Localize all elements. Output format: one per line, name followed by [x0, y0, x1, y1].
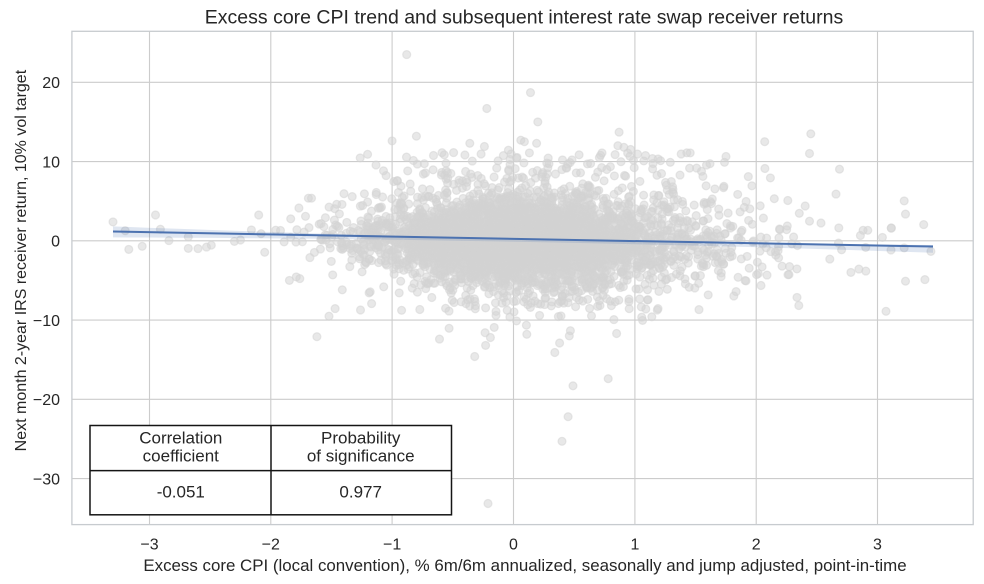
svg-text:−1: −1 — [383, 537, 401, 554]
svg-text:1: 1 — [630, 537, 639, 554]
svg-text:coefficient: coefficient — [143, 446, 220, 465]
svg-text:Next month 2-year IRS receiver: Next month 2-year IRS receiver return, 1… — [13, 69, 30, 451]
svg-text:0.977: 0.977 — [339, 483, 382, 502]
svg-text:10: 10 — [42, 154, 60, 171]
svg-text:-0.051: -0.051 — [157, 483, 205, 502]
svg-text:−20: −20 — [33, 392, 60, 409]
svg-text:Excess core CPI trend and subs: Excess core CPI trend and subsequent int… — [205, 7, 844, 29]
svg-text:−30: −30 — [33, 471, 60, 488]
svg-text:−10: −10 — [33, 313, 60, 330]
svg-text:Probability: Probability — [321, 429, 401, 448]
svg-text:3: 3 — [873, 537, 882, 554]
svg-text:−2: −2 — [262, 537, 280, 554]
svg-text:0: 0 — [51, 234, 60, 251]
svg-text:of significance: of significance — [307, 446, 415, 465]
svg-text:Correlation: Correlation — [139, 429, 222, 448]
svg-text:2: 2 — [752, 537, 761, 554]
svg-text:−3: −3 — [140, 537, 158, 554]
svg-text:20: 20 — [42, 75, 60, 92]
svg-text:Excess core CPI (local convent: Excess core CPI (local convention), % 6m… — [143, 556, 906, 575]
svg-text:0: 0 — [509, 537, 518, 554]
